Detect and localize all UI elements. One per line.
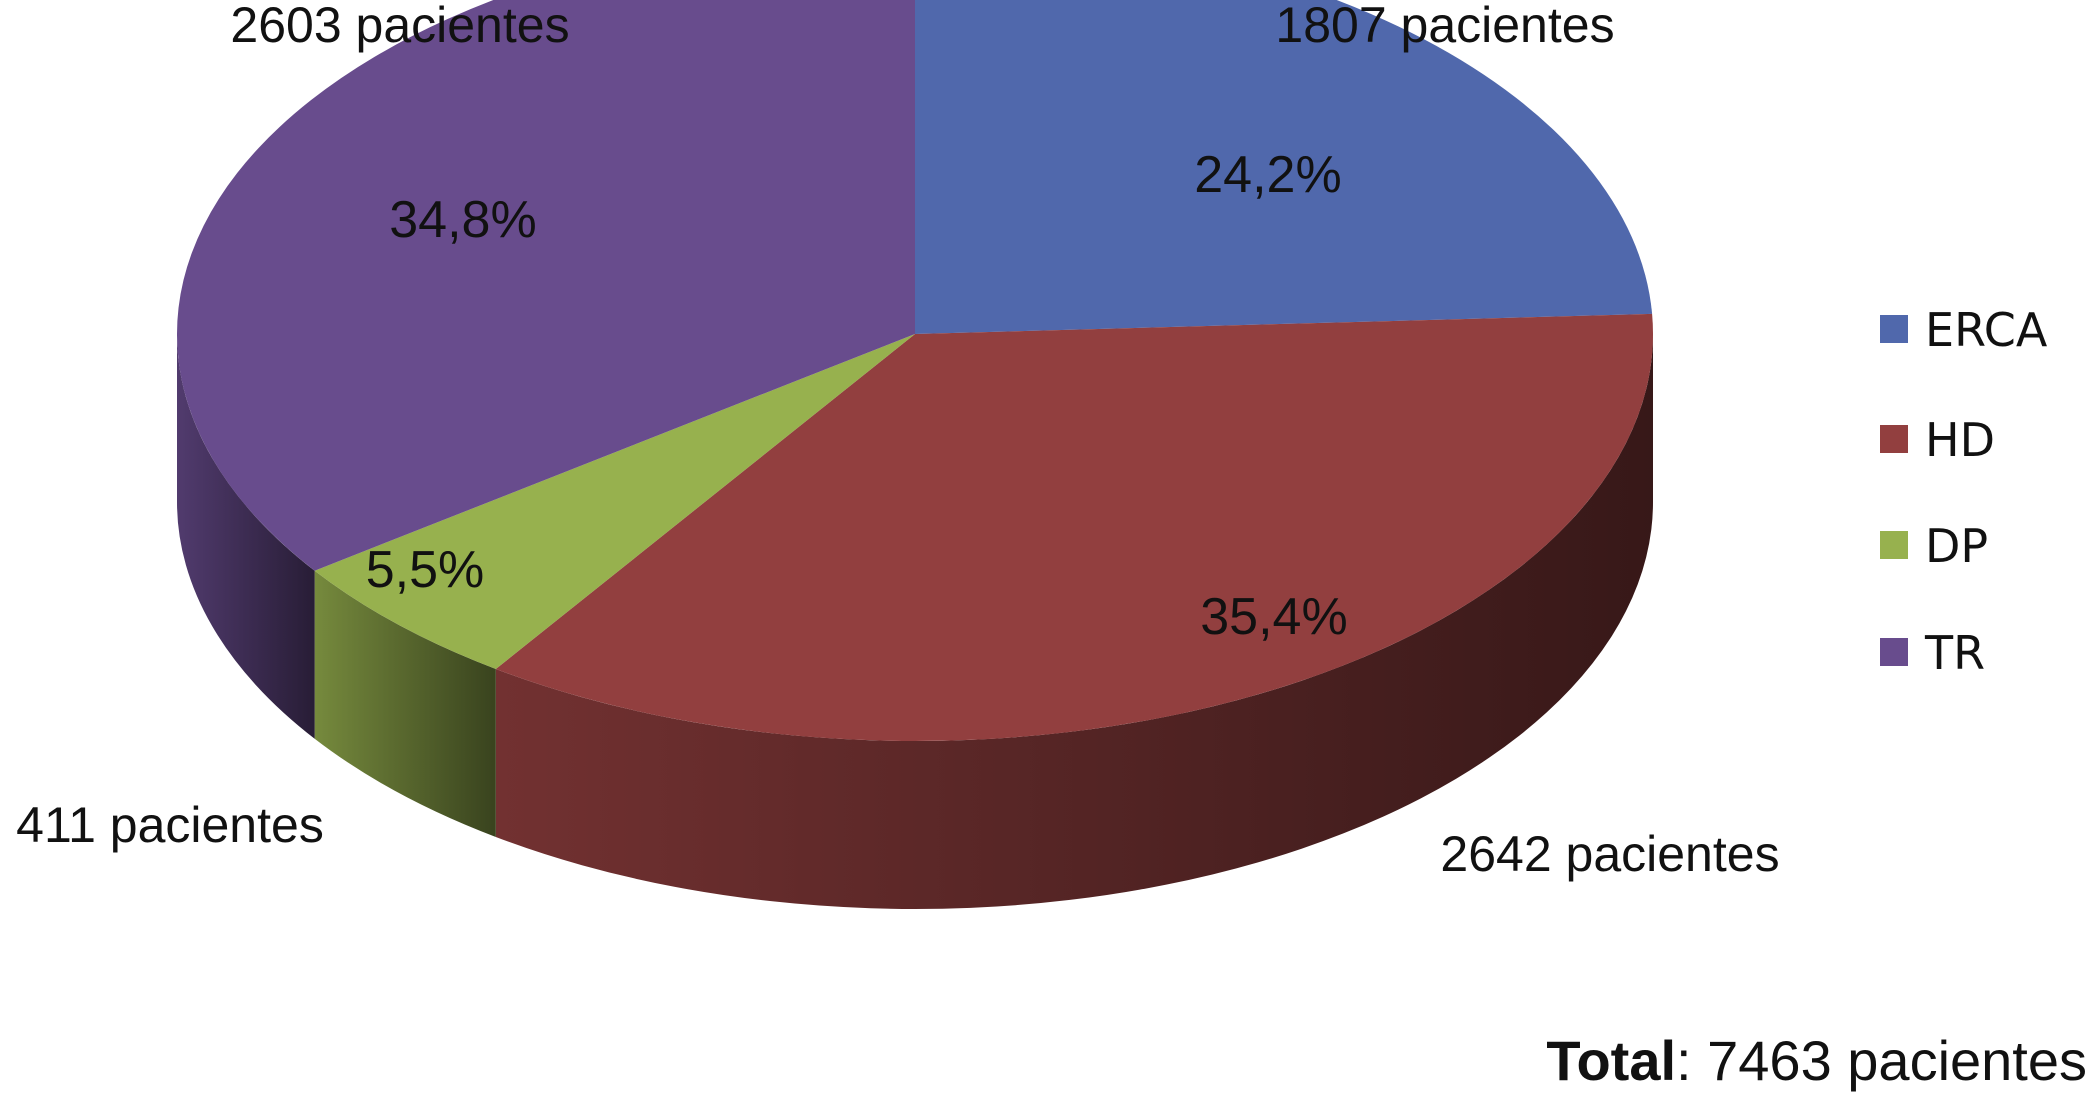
count-label-tr: 2603 pacientes <box>230 0 569 53</box>
count-label-erca: 1807 pacientes <box>1275 0 1614 53</box>
pct-label-hd: 35,4% <box>1200 588 1347 646</box>
pie-slice-tr <box>177 0 915 571</box>
pie-slice-dp <box>314 334 915 669</box>
legend-label-dp: DP <box>1925 519 1988 573</box>
pie-wall-dp <box>314 570 496 837</box>
pct-label-erca: 24,2% <box>1194 146 1341 204</box>
total-value: 7463 pacientes <box>1707 1029 2087 1092</box>
legend-label-tr: TR <box>1924 626 1985 680</box>
legend-swatch-hd <box>1880 425 1908 453</box>
pie-slice-hd <box>495 313 1653 741</box>
total-separator: : <box>1676 1029 1708 1092</box>
legend-swatch-tr <box>1880 638 1908 666</box>
total-label: Total <box>1546 1029 1677 1092</box>
legend-swatch-erca <box>1880 315 1908 343</box>
pct-label-tr: 34,8% <box>389 191 536 249</box>
pie-slice-erca <box>915 0 1653 334</box>
pct-label-dp: 5,5% <box>366 541 485 599</box>
total-summary: Total: 7463 pacientes <box>1546 1028 2087 1093</box>
pie-side-walls <box>177 334 1653 909</box>
legend: ERCA HD DP TR <box>1880 303 2048 680</box>
count-label-dp: 411 pacientes <box>16 797 324 853</box>
pie-top-slices <box>177 0 1653 741</box>
count-label-hd: 2642 pacientes <box>1440 826 1779 882</box>
legend-label-hd: HD <box>1925 413 1995 467</box>
pie-wall-hd <box>495 334 1653 909</box>
legend-swatch-dp <box>1880 531 1908 559</box>
pie-wall-tr <box>177 334 315 739</box>
legend-label-erca: ERCA <box>1925 303 2048 357</box>
